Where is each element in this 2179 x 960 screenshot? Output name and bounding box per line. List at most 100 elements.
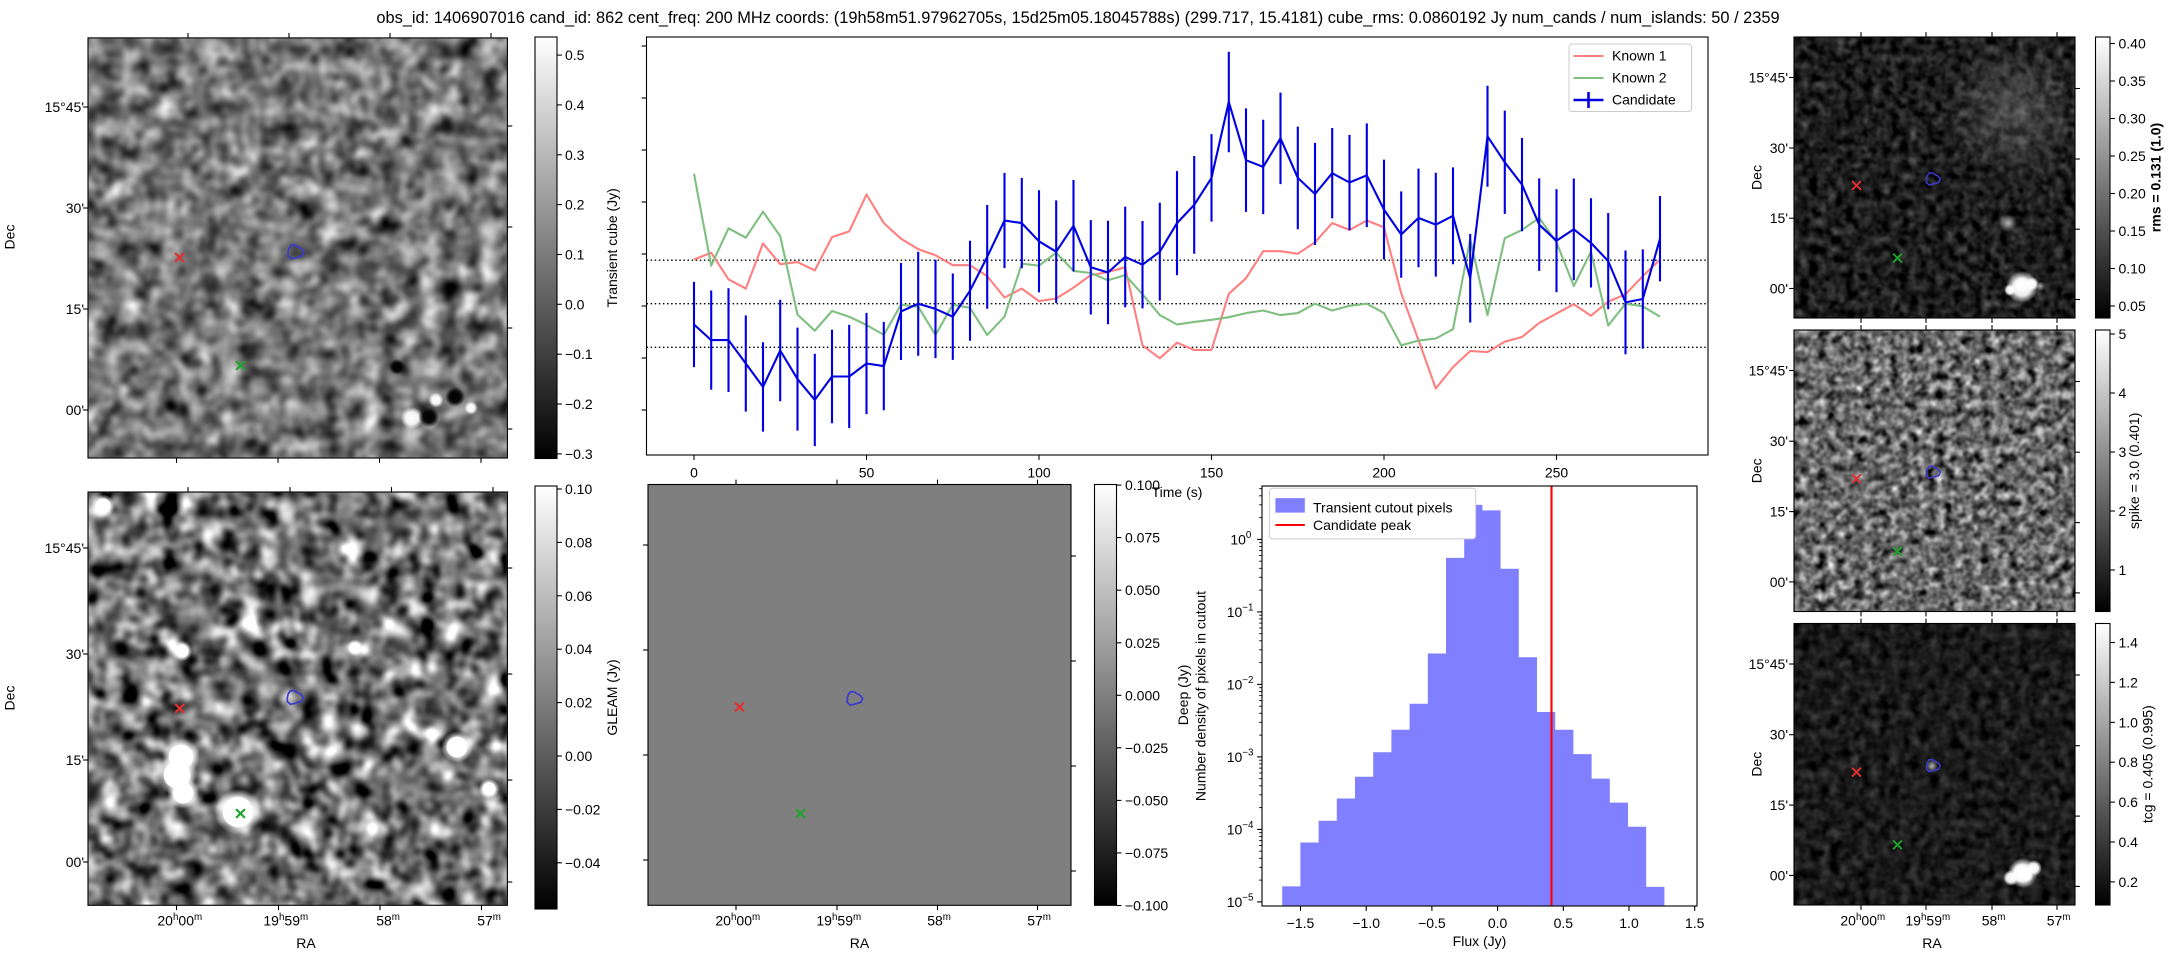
- svg-text:0.25: 0.25: [2119, 148, 2146, 164]
- svg-text:0.050: 0.050: [1125, 582, 1160, 598]
- svg-text:RA: RA: [296, 935, 316, 951]
- svg-text:15°45': 15°45': [1749, 70, 1788, 86]
- svg-text:0.00: 0.00: [565, 748, 592, 764]
- svg-text:RA: RA: [850, 935, 870, 951]
- svg-text:100: 100: [1027, 465, 1051, 481]
- svg-text:0.10: 0.10: [565, 481, 592, 497]
- svg-text:0.06: 0.06: [565, 588, 592, 604]
- svg-text:−2: −2: [1242, 675, 1253, 686]
- svg-text:0.4: 0.4: [2119, 834, 2139, 850]
- svg-text:15': 15': [1770, 210, 1788, 226]
- svg-text:1.4: 1.4: [2119, 635, 2139, 651]
- svg-text:00': 00': [1770, 867, 1788, 883]
- svg-text:1.2: 1.2: [2119, 674, 2139, 690]
- svg-text:Flux (Jy): Flux (Jy): [1453, 933, 1507, 949]
- svg-text:15°45': 15°45': [1749, 656, 1788, 672]
- svg-text:30': 30': [66, 646, 84, 662]
- svg-text:−0.075: −0.075: [1125, 845, 1168, 861]
- svg-text:0.20: 0.20: [2119, 186, 2146, 202]
- svg-text:−3: −3: [1242, 748, 1254, 759]
- svg-text:−0.3: −0.3: [565, 446, 593, 462]
- svg-text:250: 250: [1545, 465, 1569, 481]
- svg-text:−0.025: −0.025: [1125, 740, 1168, 756]
- svg-text:15': 15': [1770, 797, 1788, 813]
- svg-text:10: 10: [1230, 531, 1246, 547]
- svg-text:10: 10: [1227, 749, 1243, 765]
- svg-text:−1.5: −1.5: [1287, 915, 1315, 931]
- svg-text:19h59m: 19h59m: [263, 912, 308, 929]
- svg-text:00': 00': [1770, 281, 1788, 297]
- svg-text:0.3: 0.3: [565, 147, 585, 163]
- svg-text:50: 50: [859, 465, 875, 481]
- svg-text:0.10: 0.10: [2119, 261, 2146, 277]
- svg-text:−0.050: −0.050: [1125, 792, 1168, 808]
- svg-text:1.0: 1.0: [1619, 915, 1639, 931]
- svg-text:30': 30': [1770, 140, 1788, 156]
- svg-text:0.2: 0.2: [2119, 874, 2139, 890]
- svg-text:0.40: 0.40: [2119, 36, 2146, 52]
- svg-text:Transient cube (Jy): Transient cube (Jy): [604, 188, 620, 307]
- svg-text:Dec: Dec: [1749, 752, 1765, 777]
- svg-text:0.35: 0.35: [2119, 73, 2146, 89]
- svg-text:RA: RA: [1922, 935, 1942, 951]
- svg-text:1.5: 1.5: [1685, 915, 1705, 931]
- svg-text:15°45': 15°45': [45, 540, 84, 556]
- svg-text:0.4: 0.4: [565, 97, 585, 113]
- svg-text:spike = 3.0 (0.401): spike = 3.0 (0.401): [2126, 413, 2142, 529]
- svg-text:0.05: 0.05: [2119, 298, 2146, 314]
- svg-text:Known 1: Known 1: [1612, 48, 1667, 64]
- svg-text:−1: −1: [1242, 603, 1253, 614]
- svg-text:Number density of pixels in cu: Number density of pixels in cutout: [1193, 591, 1209, 801]
- svg-text:Time (s): Time (s): [1152, 484, 1203, 500]
- svg-text:GLEAM (Jy): GLEAM (Jy): [604, 659, 620, 735]
- svg-text:0.08: 0.08: [565, 534, 592, 550]
- svg-text:−4: −4: [1242, 820, 1254, 831]
- svg-text:0.1: 0.1: [565, 247, 585, 263]
- svg-text:150: 150: [1200, 465, 1224, 481]
- svg-text:−0.1: −0.1: [565, 346, 593, 362]
- svg-text:−0.02: −0.02: [565, 801, 601, 817]
- svg-text:0.5: 0.5: [1554, 915, 1574, 931]
- svg-text:0.5: 0.5: [565, 47, 585, 63]
- svg-text:Dec: Dec: [2, 225, 18, 250]
- svg-text:Candidate peak: Candidate peak: [1313, 517, 1412, 533]
- svg-text:10: 10: [1227, 676, 1243, 692]
- svg-text:20h00m: 20h00m: [715, 912, 760, 929]
- svg-text:0.6: 0.6: [2119, 794, 2139, 810]
- svg-text:15°45': 15°45': [1749, 363, 1788, 379]
- svg-text:0.2: 0.2: [565, 197, 585, 213]
- svg-text:0.025: 0.025: [1125, 635, 1160, 651]
- svg-text:0.0: 0.0: [1488, 915, 1508, 931]
- svg-text:1: 1: [2119, 562, 2127, 578]
- svg-text:200: 200: [1372, 465, 1396, 481]
- svg-text:Dec: Dec: [2, 686, 18, 711]
- svg-text:0.15: 0.15: [2119, 223, 2146, 239]
- svg-text:Dec: Dec: [1749, 458, 1765, 483]
- svg-text:00': 00': [66, 402, 84, 418]
- svg-text:30': 30': [1770, 727, 1788, 743]
- svg-text:Transient cutout pixels: Transient cutout pixels: [1313, 500, 1453, 516]
- svg-text:30': 30': [66, 200, 84, 216]
- svg-text:0.02: 0.02: [565, 695, 592, 711]
- svg-text:5: 5: [2119, 326, 2127, 342]
- svg-text:0.04: 0.04: [565, 641, 592, 657]
- svg-text:−0.5: −0.5: [1418, 915, 1446, 931]
- svg-text:2: 2: [2119, 503, 2127, 519]
- svg-text:Known 2: Known 2: [1612, 70, 1667, 86]
- svg-text:−0.04: −0.04: [565, 855, 601, 871]
- svg-text:0.8: 0.8: [2119, 754, 2139, 770]
- svg-text:10: 10: [1227, 821, 1243, 837]
- svg-text:00': 00': [1770, 574, 1788, 590]
- svg-text:19h59m: 19h59m: [1905, 912, 1950, 929]
- svg-text:15': 15': [66, 752, 84, 768]
- svg-text:−0.100: −0.100: [1125, 898, 1168, 914]
- svg-text:20h00m: 20h00m: [157, 912, 202, 929]
- svg-text:obs_id: 1406907016 cand_id: 86: obs_id: 1406907016 cand_id: 862 cent_fre…: [376, 9, 1779, 27]
- svg-text:0.100: 0.100: [1125, 477, 1160, 493]
- svg-text:tcg = 0.405 (0.995): tcg = 0.405 (0.995): [2140, 705, 2156, 823]
- svg-text:1.0: 1.0: [2119, 714, 2139, 730]
- svg-text:15°45': 15°45': [45, 99, 84, 115]
- svg-text:15': 15': [1770, 504, 1788, 520]
- svg-text:15': 15': [66, 301, 84, 317]
- svg-text:Dec: Dec: [1749, 165, 1765, 190]
